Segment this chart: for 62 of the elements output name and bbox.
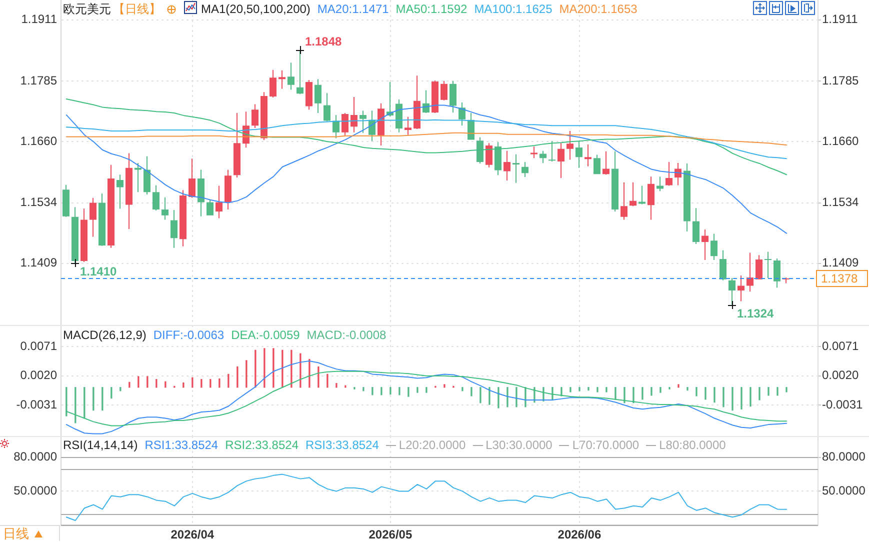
y2-tick-label: 1.1409 — [822, 256, 860, 270]
candlestick — [278, 70, 286, 89]
chart-title: RSI(14,14,14) — [63, 438, 138, 452]
legend-label: L20:20.0000 — [398, 438, 466, 452]
y-tick-label: 1.1911 — [21, 12, 58, 26]
x-tick-label: 2026/05 — [368, 528, 412, 542]
legend-label: L30:30.0000 — [486, 438, 552, 452]
candlestick — [738, 276, 744, 302]
text: 日线 — [3, 524, 29, 542]
y2-tick-label: 50.0000 — [822, 484, 866, 498]
text: MA200:1.1653 — [559, 2, 638, 16]
legend-label: L80:80.0000 — [659, 438, 726, 452]
candlestick — [666, 162, 672, 186]
ref-line-label: 1.1378 — [821, 271, 858, 286]
y2-tick-label: 1.1911 — [822, 12, 858, 26]
chart-subtitle: 【日线】 — [113, 2, 161, 16]
candlestick — [620, 182, 628, 220]
candlestick — [548, 141, 556, 162]
x-tick-label: 2026/06 — [558, 528, 602, 542]
y2-tick-label: 1.1785 — [822, 73, 860, 88]
text: MA50:1.1592 — [396, 2, 468, 16]
legend-label: RSI1:33.8524 — [144, 438, 218, 452]
chart-title: 欧元美元 — [63, 2, 111, 16]
chart-title: MACD(26,12,9) — [63, 328, 146, 342]
y-tick-label: -0.0031 — [16, 397, 58, 412]
y-tick-label: 1.1534 — [20, 195, 58, 210]
y-tick-label: 0.0071 — [20, 339, 58, 354]
legend-title: MA1(20,50,100,200) — [201, 2, 310, 16]
annotation: 1.1324 — [737, 306, 774, 320]
text: DIFF:-0.0063 — [153, 328, 224, 342]
y2-tick-label: 80.0000 — [822, 450, 866, 464]
candlestick — [162, 197, 168, 220]
y-tick-label: 80.0000 — [14, 450, 58, 464]
y-tick-label: 1.1660 — [20, 134, 58, 148]
candlestick — [404, 116, 412, 135]
y-tick-label: 1.1409 — [20, 256, 58, 270]
y2-tick-label: 0.0071 — [822, 339, 860, 354]
y2-tick-label: 0.0020 — [822, 368, 860, 382]
candlestick — [360, 110, 366, 133]
annotation: 1.1848 — [305, 34, 342, 48]
text: MA100:1.1625 — [474, 2, 552, 16]
x-tick-label: 2026/04 — [170, 528, 214, 542]
series-label: MACD:-0.0008 — [306, 328, 386, 342]
candlestick — [530, 146, 538, 158]
annotation: 1.1410 — [80, 264, 118, 278]
y-tick-label: 1.1785 — [20, 73, 58, 88]
y2-tick-label: -0.0031 — [822, 397, 864, 412]
candlestick — [764, 252, 772, 278]
y2-tick-label: 1.1534 — [822, 195, 860, 210]
candlestick — [134, 162, 142, 192]
text: RSI3:33.8524 — [306, 438, 379, 452]
candlestick — [702, 229, 708, 260]
candlestick — [584, 144, 592, 166]
y-tick-label: 0.0020 — [20, 368, 58, 382]
legend-label: L70:70.0000 — [572, 438, 640, 452]
candlestick — [288, 62, 294, 90]
candlestick — [512, 154, 520, 183]
y2-tick-label: 1.1660 — [822, 134, 860, 148]
y-tick-label: 50.0000 — [14, 484, 58, 498]
text: DEA:-0.0059 — [231, 328, 300, 342]
legend-label: RSI2:33.8524 — [225, 438, 298, 452]
text: MA20:1.1471 — [317, 2, 389, 16]
